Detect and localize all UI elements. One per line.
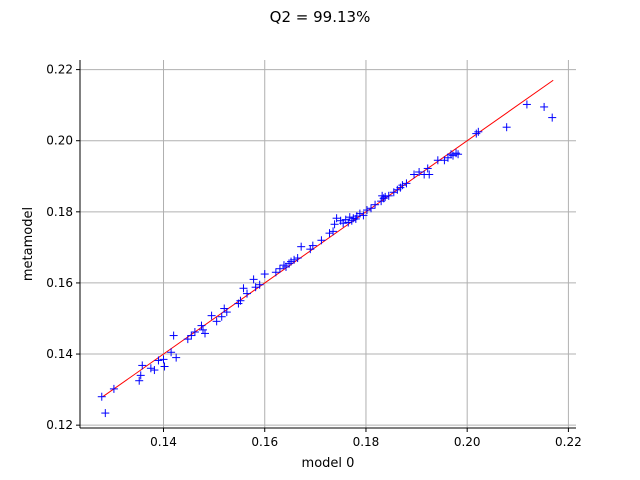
x-tick-label: 0.18 xyxy=(353,435,380,449)
data-point xyxy=(279,261,288,270)
data-point xyxy=(271,268,280,277)
data-point xyxy=(371,200,380,209)
data-point xyxy=(425,170,434,179)
y-tick-label: 0.20 xyxy=(46,134,73,148)
data-point xyxy=(222,308,231,317)
data-point xyxy=(329,227,338,236)
x-tick-label: 0.16 xyxy=(251,435,278,449)
data-point xyxy=(345,213,354,222)
reference-line-group xyxy=(102,79,554,398)
data-point xyxy=(297,242,306,251)
y-tick-label: 0.22 xyxy=(46,63,73,77)
data-point xyxy=(308,241,317,250)
data-point xyxy=(239,284,248,293)
data-point xyxy=(317,236,326,245)
data-point xyxy=(167,348,176,357)
data-point xyxy=(109,384,118,393)
data-point xyxy=(201,329,210,338)
x-tick-label: 0.22 xyxy=(555,435,582,449)
data-point xyxy=(502,123,511,132)
data-point xyxy=(540,102,549,111)
data-point xyxy=(285,259,294,268)
data-point xyxy=(138,361,147,370)
data-point xyxy=(446,150,455,159)
data-point xyxy=(293,254,302,263)
data-point xyxy=(159,355,168,364)
data-point xyxy=(355,209,364,218)
y-axis-label: metamodel xyxy=(21,207,36,281)
y-ticks: 0.12 0.14 0.16 0.18 0.20 0.22 xyxy=(46,63,80,432)
x-ticks: 0.14 0.16 0.18 0.20 0.22 xyxy=(150,428,582,449)
data-point xyxy=(146,364,155,373)
data-point xyxy=(212,317,221,326)
data-point xyxy=(410,170,419,179)
data-point xyxy=(197,321,206,330)
data-point xyxy=(384,191,393,200)
data-point xyxy=(522,100,531,109)
data-point xyxy=(251,283,260,292)
y-tick-label: 0.18 xyxy=(46,205,73,219)
data-point xyxy=(198,325,207,334)
data-point xyxy=(454,150,463,159)
data-point xyxy=(260,270,269,279)
data-point xyxy=(243,289,252,298)
data-point xyxy=(236,296,245,305)
data-point xyxy=(154,356,163,365)
data-point xyxy=(290,255,299,264)
data-point xyxy=(423,164,432,173)
data-points xyxy=(97,100,557,418)
data-point xyxy=(135,376,144,385)
data-point xyxy=(190,328,199,336)
data-point xyxy=(249,275,258,284)
data-point xyxy=(160,362,169,371)
x-axis-label: model 0 xyxy=(302,456,355,471)
data-point xyxy=(207,311,216,320)
data-point xyxy=(367,204,376,213)
y-tick-label: 0.12 xyxy=(46,418,73,432)
data-point xyxy=(359,211,368,220)
axes-spines xyxy=(79,60,576,429)
y-tick-label: 0.16 xyxy=(46,276,73,290)
data-point xyxy=(452,149,461,158)
data-point xyxy=(381,192,390,201)
reference-line xyxy=(102,79,554,398)
data-point xyxy=(474,127,483,136)
data-point xyxy=(362,206,371,215)
x-tick-label: 0.14 xyxy=(150,435,177,449)
data-point xyxy=(344,218,353,227)
chart-title: Q2 = 99.13% xyxy=(270,8,371,26)
data-point xyxy=(183,335,192,344)
data-point xyxy=(150,366,159,375)
data-point xyxy=(136,371,145,380)
data-point xyxy=(172,353,181,362)
data-point xyxy=(325,229,334,238)
data-point xyxy=(330,220,339,229)
data-point xyxy=(187,331,196,340)
data-point xyxy=(402,179,411,188)
data-point xyxy=(415,168,424,176)
data-point xyxy=(398,181,407,190)
data-point xyxy=(101,409,110,418)
data-point xyxy=(379,194,388,203)
data-point xyxy=(548,113,557,122)
data-point xyxy=(169,331,178,340)
data-point xyxy=(332,214,341,223)
data-point xyxy=(275,264,284,273)
data-point xyxy=(255,280,264,289)
data-point xyxy=(472,129,481,138)
x-tick-label: 0.20 xyxy=(454,435,481,449)
y-tick-label: 0.14 xyxy=(46,347,73,361)
data-point xyxy=(217,312,226,321)
data-point xyxy=(97,392,106,401)
